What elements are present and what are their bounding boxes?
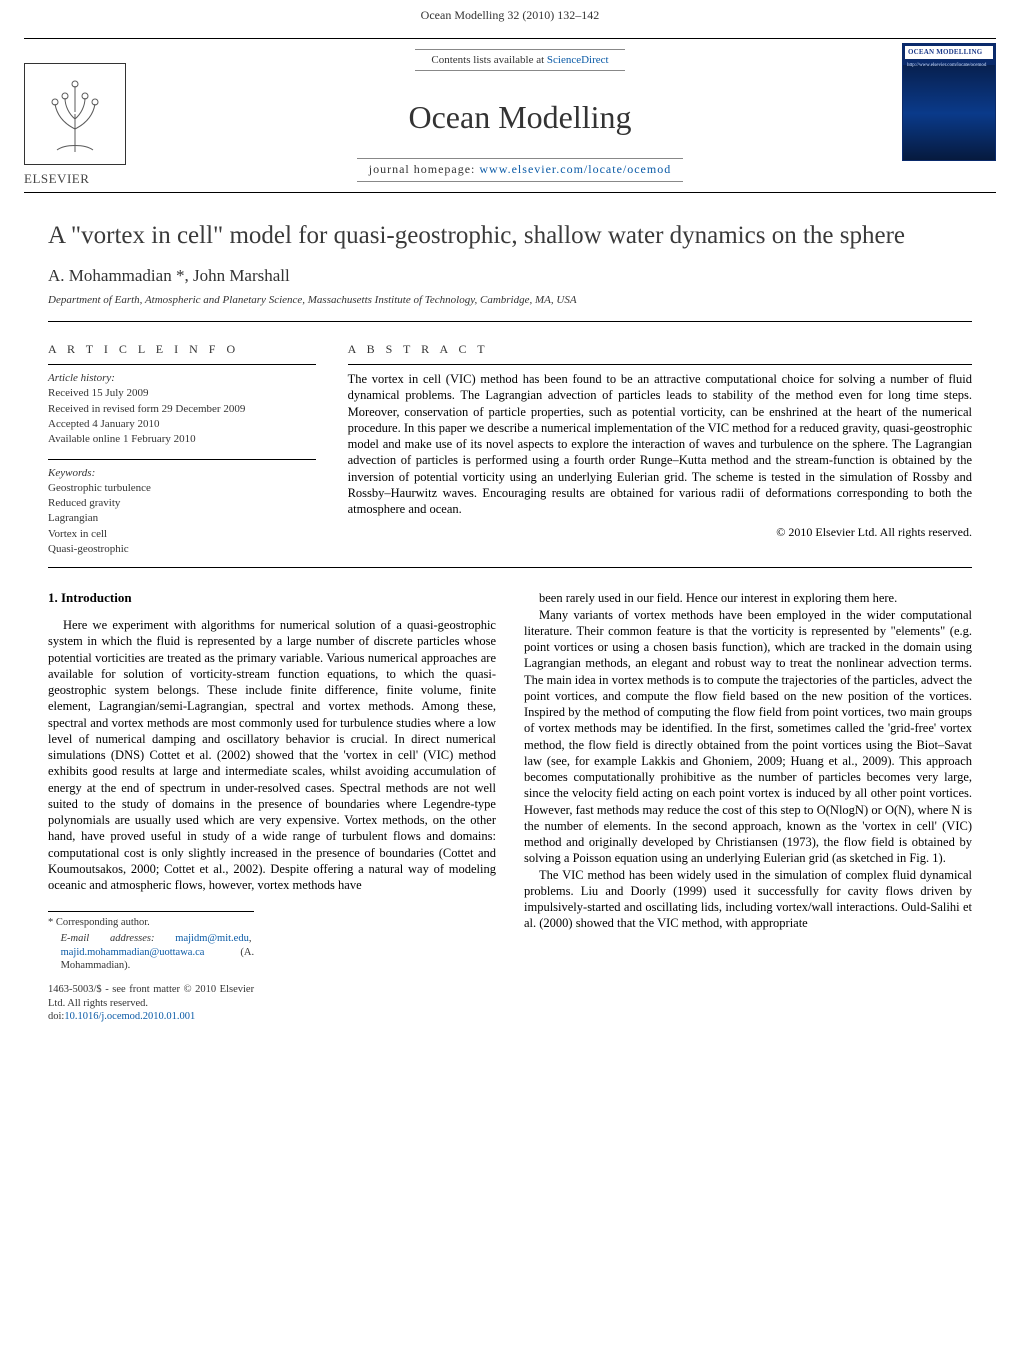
- affiliation: Department of Earth, Atmospheric and Pla…: [48, 293, 972, 307]
- article-history: Article history: Received 15 July 2009 R…: [48, 364, 316, 446]
- running-head: Ocean Modelling 32 (2010) 132–142: [0, 0, 1020, 38]
- abstract-text: The vortex in cell (VIC) method has been…: [348, 364, 972, 517]
- body-paragraph: Here we experiment with algorithms for n…: [48, 617, 496, 893]
- body-columns: 1. Introduction Here we experiment with …: [48, 590, 972, 1024]
- body-paragraph: Many variants of vortex methods have bee…: [524, 607, 972, 867]
- keyword: Geostrophic turbulence: [48, 481, 316, 495]
- keyword: Lagrangian: [48, 511, 316, 525]
- info-abstract-row: A R T I C L E I N F O Article history: R…: [48, 332, 972, 557]
- article-info-head: A R T I C L E I N F O: [48, 342, 316, 358]
- journal-homepage: journal homepage: www.elsevier.com/locat…: [357, 158, 683, 182]
- hist-received: Received 15 July 2009: [48, 386, 316, 400]
- cover-link: http://www.elsevier.com/locate/ocemod: [903, 61, 995, 72]
- cover-title: OCEAN MODELLING: [905, 46, 993, 59]
- divider: [48, 567, 972, 568]
- abstract-copyright: © 2010 Elsevier Ltd. All rights reserved…: [348, 525, 972, 541]
- email-link[interactable]: majid.mohammadian@uottawa.ca: [61, 947, 205, 958]
- contents-available: Contents lists available at ScienceDirec…: [415, 49, 624, 71]
- email-line: E-mail addresses: majidm@mit.edu, majid.…: [61, 932, 254, 973]
- keywords-head: Keywords:: [48, 466, 316, 480]
- article-info: A R T I C L E I N F O Article history: R…: [48, 332, 316, 557]
- hist-online: Available online 1 February 2010: [48, 432, 316, 446]
- article-title: A "vortex in cell" model for quasi-geost…: [48, 221, 972, 251]
- masthead: ELSEVIER Contents lists available at Sci…: [24, 38, 996, 193]
- hist-accepted: Accepted 4 January 2010: [48, 417, 316, 431]
- masthead-center: Contents lists available at ScienceDirec…: [144, 39, 896, 192]
- article-content: A "vortex in cell" model for quasi-geost…: [0, 221, 1020, 1064]
- divider: [48, 321, 972, 322]
- publisher-block: ELSEVIER: [24, 39, 144, 192]
- keyword: Reduced gravity: [48, 496, 316, 510]
- emails-label: E-mail addresses:: [61, 933, 155, 944]
- keywords: Keywords: Geostrophic turbulence Reduced…: [48, 459, 316, 557]
- doi-label: doi:: [48, 1011, 64, 1022]
- corresponding-author: * Corresponding author.: [48, 916, 254, 930]
- email-link[interactable]: majidm@mit.edu: [175, 933, 249, 944]
- abstract-block: A B S T R A C T The vortex in cell (VIC)…: [348, 332, 972, 557]
- section-heading-intro: 1. Introduction: [48, 590, 496, 607]
- homepage-label: journal homepage:: [369, 162, 476, 176]
- keyword: Vortex in cell: [48, 527, 316, 541]
- body-paragraph: The VIC method has been widely used in t…: [524, 867, 972, 932]
- journal-cover-thumb: OCEAN MODELLING http://www.elsevier.com/…: [902, 43, 996, 161]
- authors: A. Mohammadian *, John Marshall: [48, 265, 972, 287]
- publisher-name: ELSEVIER: [24, 171, 144, 188]
- doi-link[interactable]: 10.1016/j.ocemod.2010.01.001: [64, 1011, 195, 1022]
- history-head: Article history:: [48, 371, 316, 385]
- keyword: Quasi-geostrophic: [48, 542, 316, 556]
- sciencedirect-link[interactable]: ScienceDirect: [547, 54, 609, 66]
- homepage-url[interactable]: www.elsevier.com/locate/ocemod: [479, 162, 671, 176]
- journal-title: Ocean Modelling: [408, 97, 631, 139]
- footnotes: * Corresponding author. E-mail addresses…: [48, 911, 254, 1023]
- body-paragraph: been rarely used in our field. Hence our…: [524, 590, 972, 606]
- elsevier-tree-icon: [24, 63, 126, 165]
- contents-label: Contents lists available at: [431, 54, 544, 66]
- hist-revised: Received in revised form 29 December 200…: [48, 402, 316, 416]
- doi-line: doi:10.1016/j.ocemod.2010.01.001: [48, 1010, 254, 1024]
- cover-thumb-wrap: OCEAN MODELLING http://www.elsevier.com/…: [896, 39, 996, 192]
- issn-line: 1463-5003/$ - see front matter © 2010 El…: [48, 983, 254, 1010]
- abstract-head: A B S T R A C T: [348, 342, 972, 358]
